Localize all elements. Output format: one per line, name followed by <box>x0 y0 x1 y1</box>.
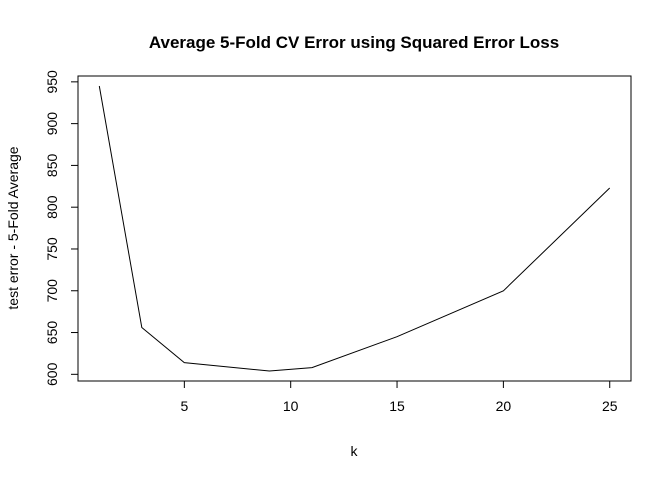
chart-title: Average 5-Fold CV Error using Squared Er… <box>149 33 559 52</box>
y-tick-label: 750 <box>44 237 60 261</box>
y-axis-label: test error - 5-Fold Average <box>5 146 21 309</box>
y-tick-label: 950 <box>44 70 60 94</box>
y-tick-label: 850 <box>44 154 60 178</box>
x-tick-label: 15 <box>389 398 405 414</box>
y-tick-label: 900 <box>44 112 60 136</box>
x-tick-label: 5 <box>180 398 188 414</box>
y-axis: 600 650 700 750 800 850 900 950 <box>44 70 79 386</box>
x-axis: 5 10 15 20 25 <box>180 380 618 414</box>
y-tick-label: 650 <box>44 321 60 345</box>
plot-box <box>77 75 632 382</box>
x-axis-label: k <box>351 443 359 459</box>
x-tick-label: 25 <box>602 398 618 414</box>
y-tick-label: 600 <box>44 362 60 386</box>
y-tick-label: 800 <box>44 195 60 219</box>
x-tick-label: 10 <box>283 398 299 414</box>
x-tick-label: 20 <box>496 398 512 414</box>
y-tick-label: 700 <box>44 279 60 303</box>
series-line <box>98 85 611 372</box>
